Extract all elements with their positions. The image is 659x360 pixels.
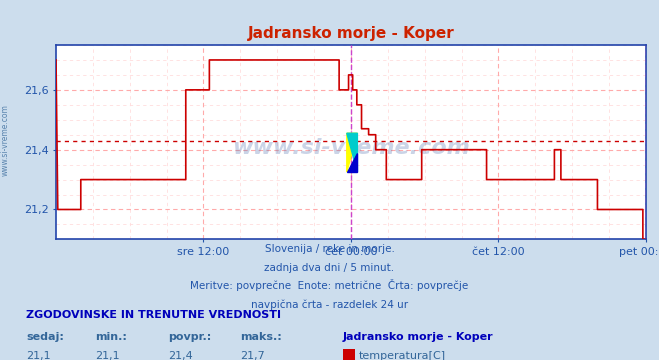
Polygon shape: [347, 133, 357, 172]
Text: www.si-vreme.com: www.si-vreme.com: [232, 138, 470, 158]
Text: maks.:: maks.:: [241, 332, 282, 342]
Text: min.:: min.:: [96, 332, 127, 342]
Text: 21,4: 21,4: [168, 351, 193, 360]
Text: 21,1: 21,1: [96, 351, 120, 360]
Text: 21,1: 21,1: [26, 351, 51, 360]
Text: ZGODOVINSKE IN TRENUTNE VREDNOSTI: ZGODOVINSKE IN TRENUTNE VREDNOSTI: [26, 310, 281, 320]
Title: Jadransko morje - Koper: Jadransko morje - Koper: [248, 26, 454, 41]
Text: www.si-vreme.com: www.si-vreme.com: [1, 104, 10, 176]
Polygon shape: [347, 133, 357, 172]
Text: Jadransko morje - Koper: Jadransko morje - Koper: [343, 332, 494, 342]
Text: Meritve: povprečne  Enote: metrične  Črta: povprečje: Meritve: povprečne Enote: metrične Črta:…: [190, 279, 469, 292]
Text: povpr.:: povpr.:: [168, 332, 212, 342]
Text: temperatura[C]: temperatura[C]: [358, 351, 445, 360]
Text: 21,7: 21,7: [241, 351, 266, 360]
Text: sedaj:: sedaj:: [26, 332, 64, 342]
Text: zadnja dva dni / 5 minut.: zadnja dva dni / 5 minut.: [264, 263, 395, 273]
Text: navpična črta - razdelek 24 ur: navpična črta - razdelek 24 ur: [251, 300, 408, 310]
Polygon shape: [347, 153, 357, 172]
Text: Slovenija / reke in morje.: Slovenija / reke in morje.: [264, 244, 395, 254]
